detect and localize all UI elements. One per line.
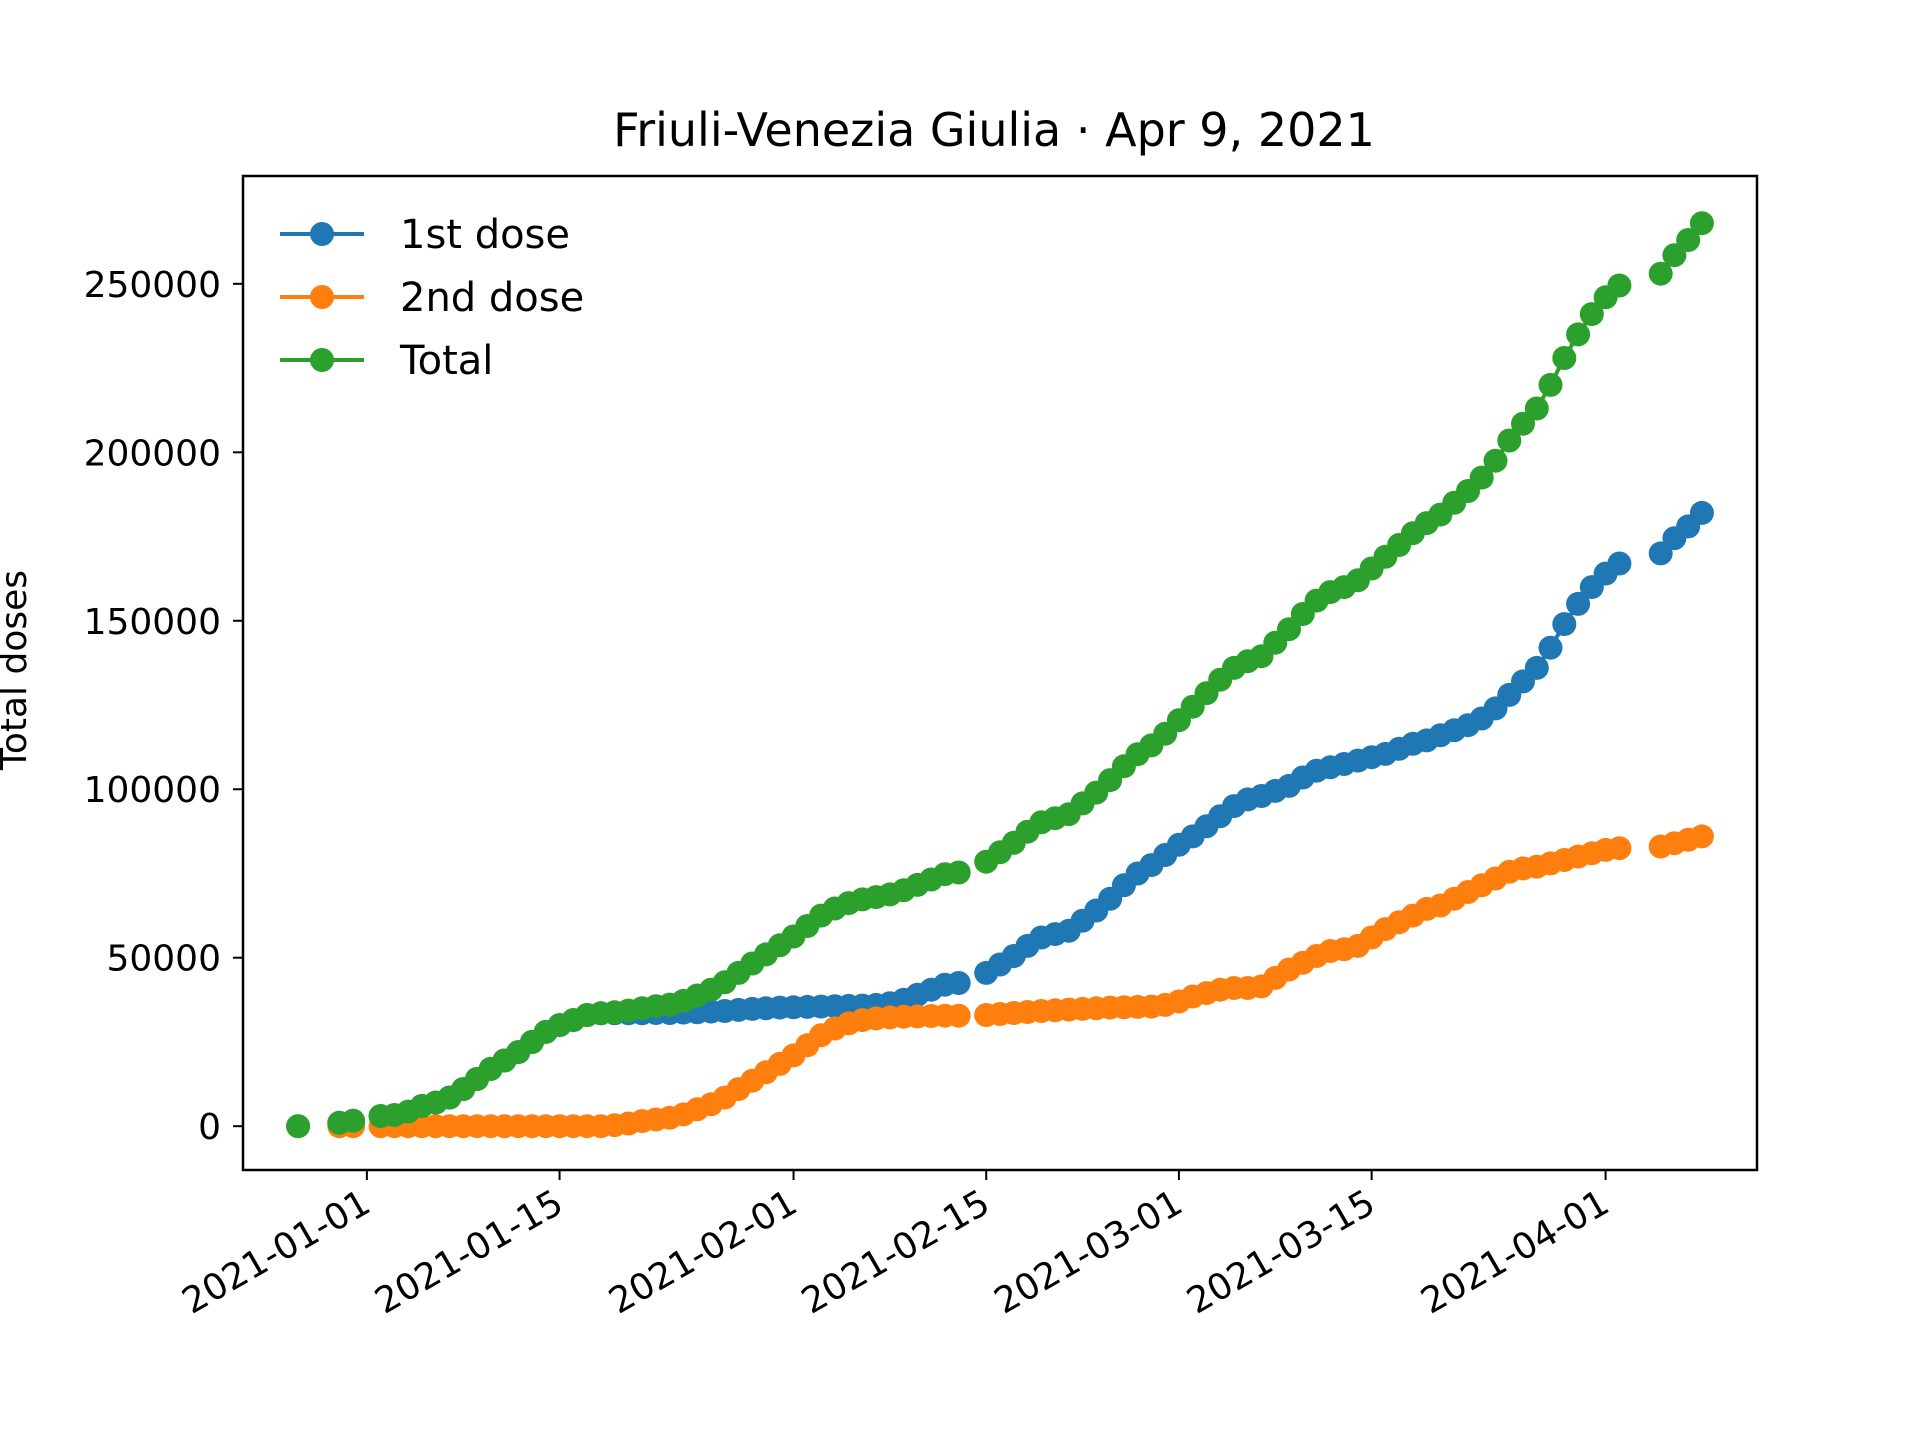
data-point: [1689, 824, 1714, 849]
data-point: [1552, 612, 1577, 637]
data-point: [1469, 465, 1494, 490]
y-tick-label: 0: [198, 1107, 221, 1148]
legend-label: Total: [399, 338, 493, 384]
legend-item: 1st dose: [280, 212, 570, 258]
legend-marker: [310, 348, 334, 372]
legend-item: 2nd dose: [280, 275, 584, 321]
data-point: [1497, 428, 1522, 453]
data-point: [1552, 346, 1577, 370]
y-tick-label: 150000: [84, 602, 221, 643]
data-point: [341, 1108, 366, 1133]
data-point: [1648, 261, 1673, 286]
data-point: [1538, 635, 1563, 660]
y-tick-label: 250000: [84, 265, 221, 306]
data-point: [1524, 655, 1549, 680]
data-point: [1524, 396, 1549, 421]
data-point: [1607, 273, 1632, 298]
data-point: [1277, 617, 1301, 642]
data-point: [1511, 411, 1535, 436]
data-point: [1607, 551, 1632, 576]
legend-marker: [310, 222, 334, 246]
legend-marker: [310, 285, 334, 309]
chart-title: Friuli-Venezia Giulia · Apr 9, 2021: [613, 103, 1375, 157]
data-point: [946, 1003, 971, 1028]
data-point: [946, 860, 971, 885]
data-point: [286, 1114, 311, 1139]
legend-label: 2nd dose: [400, 275, 584, 321]
data-point: [1566, 322, 1591, 347]
y-axis-label: Total doses: [0, 570, 35, 771]
data-point: [1538, 372, 1563, 397]
data-point: [1566, 591, 1591, 616]
legend: 1st dose 2nd dose Total: [280, 212, 584, 384]
data-point: [1483, 448, 1508, 473]
series-2: [286, 211, 1714, 1139]
y-tick-label: 50000: [106, 939, 221, 980]
plot-frame: [241, 174, 1759, 1172]
data-point: [1689, 211, 1714, 236]
legend-label: 1st dose: [400, 212, 570, 258]
y-tick-label: 200000: [84, 433, 221, 474]
legend-item: Total: [280, 338, 493, 384]
y-tick-label: 100000: [84, 770, 221, 811]
data-point: [1662, 243, 1687, 268]
data-point: [1689, 500, 1714, 525]
series-layer: [286, 211, 1714, 1139]
data-point: [946, 971, 971, 995]
data-point: [1607, 836, 1632, 861]
data-point: [1579, 302, 1604, 327]
data-point: [1676, 228, 1701, 252]
